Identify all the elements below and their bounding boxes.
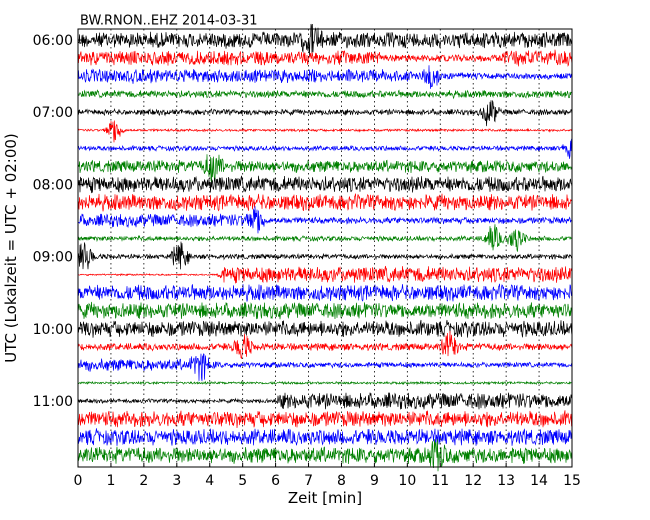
y-axis-ticks: 06:00 07:00 08:00 09:00 10:00 11:00 [33,33,82,410]
x-axis-ticks: 0 1 2 3 4 5 6 7 8 9 10 11 12 13 14 15 [74,463,581,489]
y-tick-label-1100: 11:00 [33,394,73,410]
trace-0815 [77,193,573,212]
trace-1000 [77,319,573,338]
trace-0700 [77,100,573,127]
trace-0900 [77,241,573,270]
trace-0945 [77,301,573,320]
y-tick-label-0600: 06:00 [33,33,73,49]
x-axis-label: Zeit [min] [288,489,362,507]
x-tick-label-15: 15 [563,473,581,489]
trace-0615 [77,49,573,67]
x-tick-label-14: 14 [530,473,548,489]
trace-0600 [77,23,573,57]
vertical-gridlines [110,29,540,467]
y-tick-label-1000: 10:00 [33,322,73,338]
x-tick-label-8: 8 [337,473,346,489]
chart-title: BW.RNON..EHZ 2014-03-31 [80,14,258,29]
x-tick-label-2: 2 [139,473,148,489]
plot-frame [77,28,573,468]
x-tick-label-12: 12 [464,473,482,489]
x-tick-label-3: 3 [172,473,181,489]
x-tick-label-5: 5 [238,473,247,489]
trace-1115 [77,410,573,429]
x-tick-label-7: 7 [304,473,313,489]
trace-0915 [77,265,573,284]
trace-1030 [77,353,573,381]
trace-1100 [77,392,573,410]
y-tick-label-0800: 08:00 [33,177,73,193]
x-tick-label-11: 11 [431,473,449,489]
trace-0845 [77,224,572,252]
trace-0645 [77,89,573,100]
x-tick-label-13: 13 [497,473,515,489]
trace-0745 [77,154,573,183]
y-tick-label-0900: 09:00 [33,250,73,266]
trace-0800 [77,175,573,194]
trace-1045 [77,380,573,386]
y-tick-label-0700: 07:00 [33,105,73,121]
x-tick-label-4: 4 [205,473,214,489]
trace-1130 [77,428,573,446]
trace-1015 [77,330,573,360]
trace-0730 [77,138,573,159]
trace-0715 [77,120,573,143]
trace-0630 [77,65,573,89]
seismic-traces [77,23,573,472]
x-tick-label-6: 6 [271,473,280,489]
y-axis-label: UTC (Lokalzeit = UTC + 02:00) [2,133,20,363]
trace-0830 [77,206,573,234]
x-tick-label-0: 0 [74,473,83,489]
x-tick-label-1: 1 [106,473,115,489]
trace-0930 [77,283,573,302]
trace-1145 [77,439,573,472]
x-tick-label-10: 10 [398,473,416,489]
x-tick-label-9: 9 [370,473,379,489]
